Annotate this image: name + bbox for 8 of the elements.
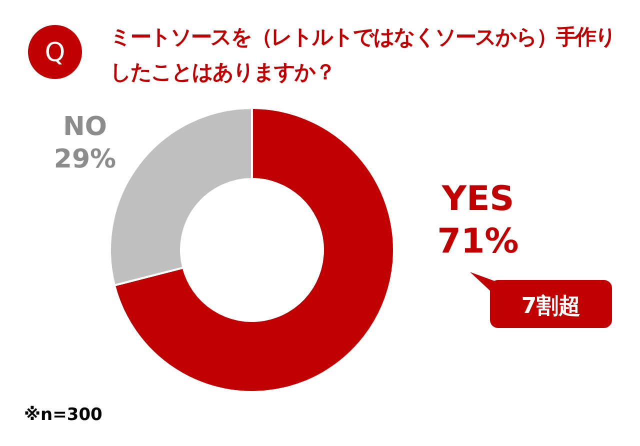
slice-label: NO [63, 112, 107, 142]
data-label: 71% [437, 222, 519, 262]
q-badge: Q [28, 25, 82, 79]
chart-title: ミートソースを（レトルトではなくソースから）手作りしたことはありますか？ [110, 24, 616, 86]
text: 7割超 [521, 294, 581, 319]
slice-label: YES [440, 179, 514, 219]
data-label: 29% [54, 144, 116, 174]
text: ※n=300 [24, 405, 103, 425]
